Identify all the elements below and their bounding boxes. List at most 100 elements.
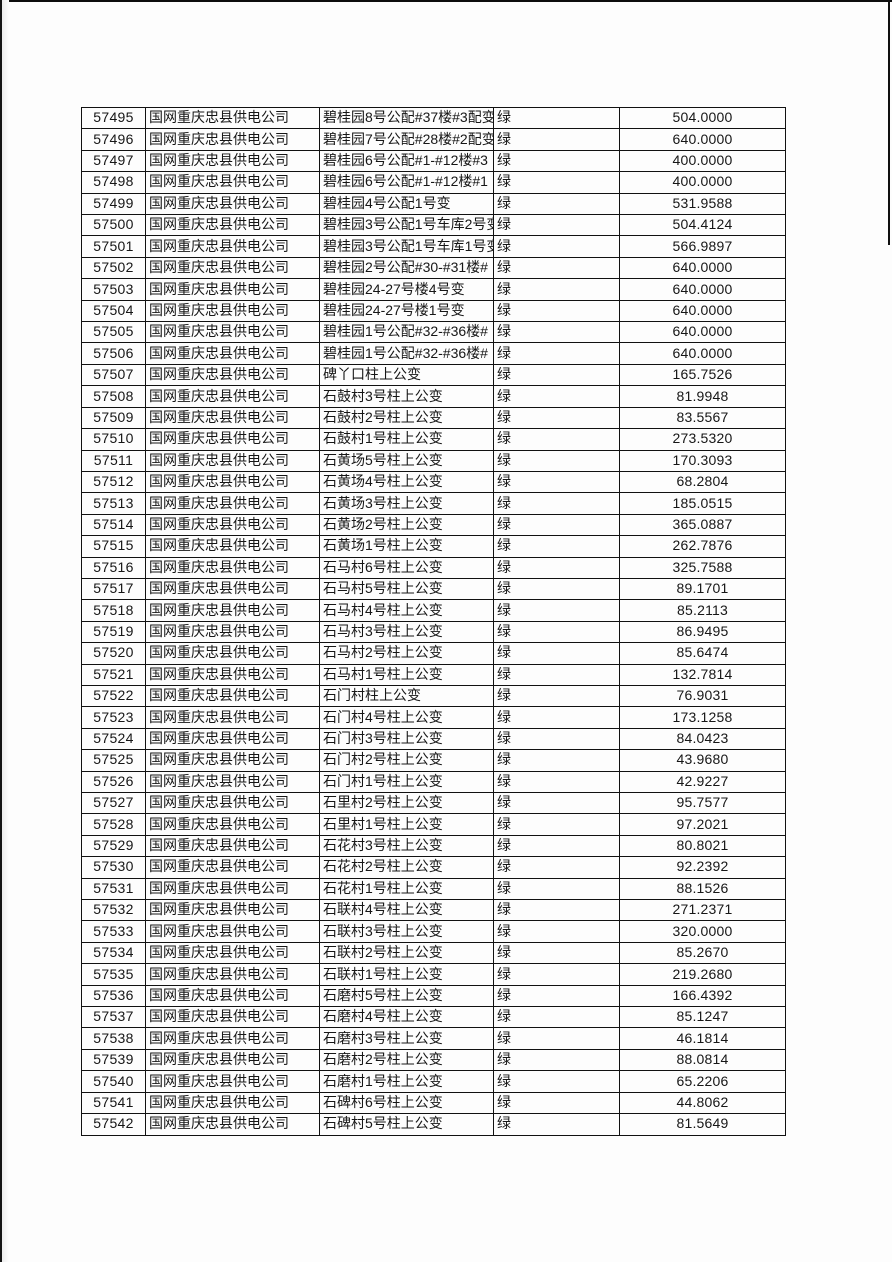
cell-company-name: 国网重庆忠县供电公司 (145, 663, 320, 686)
cell-capacity-value: 640.0000 (619, 256, 786, 280)
table-row: 57512 国网重庆忠县供电公司 石黄场4号柱上公变 绿 68.2804 (81, 470, 786, 494)
cell-equipment-name: 石门村2号柱上公变 (319, 749, 494, 772)
cell-company-name: 国网重庆忠县供电公司 (145, 770, 320, 794)
table-row: 57519 国网重庆忠县供电公司 石马村3号柱上公变 绿 86.9495 (81, 620, 786, 644)
cell-status: 绿 (493, 321, 620, 344)
cell-equipment-name: 石花村3号柱上公变 (319, 834, 494, 858)
cell-company-name: 国网重庆忠县供电公司 (145, 535, 320, 558)
cell-equipment-name: 碧桂园6号公配#1-#12楼#3 (319, 149, 494, 173)
cell-capacity-value: 95.7577 (619, 791, 786, 815)
cell-equipment-name: 石马村3号柱上公变 (319, 620, 494, 644)
cell-capacity-value: 81.5649 (619, 1113, 786, 1136)
cell-record-id: 57496 (81, 128, 146, 151)
cell-equipment-name: 碧桂园2号公配#30-#31楼# (319, 256, 494, 280)
cell-capacity-value: 325.7588 (619, 556, 786, 579)
cell-company-name: 国网重庆忠县供电公司 (145, 171, 320, 194)
cell-capacity-value: 504.4124 (619, 214, 786, 237)
table-row: 57514 国网重庆忠县供电公司 石黄场2号柱上公变 绿 365.0887 (81, 513, 786, 537)
table-row: 57517 国网重庆忠县供电公司 石马村5号柱上公变 绿 89.1701 (81, 577, 786, 601)
cell-record-id: 57498 (81, 171, 146, 194)
table-row: 57524 国网重庆忠县供电公司 石门村3号柱上公变 绿 84.0423 (81, 727, 786, 751)
cell-capacity-value: 65.2206 (619, 1070, 786, 1093)
cell-status: 绿 (493, 684, 620, 708)
cell-capacity-value: 76.9031 (619, 684, 786, 708)
table-row: 57533 国网重庆忠县供电公司 石联村3号柱上公变 绿 320.0000 (81, 920, 786, 943)
cell-equipment-name: 碧桂园3号公配1号车库2号变 (319, 214, 494, 237)
cell-company-name: 国网重庆忠县供电公司 (145, 278, 320, 301)
cell-record-id: 57507 (81, 363, 146, 387)
page-edge-left-shade (2, 0, 9, 1262)
table-row: 57513 国网重庆忠县供电公司 石黄场3号柱上公变 绿 185.0515 (81, 492, 786, 515)
cell-status: 绿 (493, 727, 620, 751)
page-edge-left-line (0, 0, 2, 1262)
cell-company-name: 国网重庆忠县供电公司 (145, 235, 320, 258)
cell-capacity-value: 531.9588 (619, 192, 786, 216)
table-row: 57534 国网重庆忠县供电公司 石联村2号柱上公变 绿 85.2670 (81, 941, 786, 965)
table-row: 57539 国网重庆忠县供电公司 石磨村2号柱上公变 绿 88.0814 (81, 1048, 786, 1072)
cell-capacity-value: 81.9948 (619, 385, 786, 408)
table-body: 57495 国网重庆忠县供电公司 碧桂园8号公配#37楼#3配变 绿 504.0… (81, 106, 786, 1136)
cell-status: 绿 (493, 1070, 620, 1093)
cell-capacity-value: 80.8021 (619, 834, 786, 858)
table-row: 57530 国网重庆忠县供电公司 石花村2号柱上公变 绿 92.2392 (81, 856, 786, 879)
cell-company-name: 国网重庆忠县供电公司 (145, 706, 320, 729)
table-row: 57506 国网重庆忠县供电公司 碧桂园1号公配#32-#36楼# 绿 640.… (81, 342, 786, 365)
cell-company-name: 国网重庆忠县供电公司 (145, 1113, 320, 1136)
cell-status: 绿 (493, 877, 620, 901)
cell-record-id: 57520 (81, 642, 146, 665)
cell-status: 绿 (493, 556, 620, 579)
cell-company-name: 国网重庆忠县供电公司 (145, 106, 320, 130)
cell-status: 绿 (493, 1006, 620, 1029)
cell-capacity-value: 85.2670 (619, 941, 786, 965)
cell-equipment-name: 石黄场4号柱上公变 (319, 470, 494, 494)
cell-company-name: 国网重庆忠县供电公司 (145, 856, 320, 879)
cell-capacity-value: 219.2680 (619, 963, 786, 986)
table-row: 57510 国网重庆忠县供电公司 石鼓村1号柱上公变 绿 273.5320 (81, 428, 786, 451)
cell-equipment-name: 石联村4号柱上公变 (319, 899, 494, 922)
cell-equipment-name: 石磨村4号柱上公变 (319, 1006, 494, 1029)
cell-equipment-name: 碧桂园8号公配#37楼#3配变 (319, 106, 494, 130)
cell-company-name: 国网重庆忠县供电公司 (145, 877, 320, 901)
cell-record-id: 57517 (81, 577, 146, 601)
cell-company-name: 国网重庆忠县供电公司 (145, 192, 320, 216)
cell-capacity-value: 273.5320 (619, 428, 786, 451)
cell-equipment-name: 碧桂园6号公配#1-#12楼#1 (319, 171, 494, 194)
table-row: 57532 国网重庆忠县供电公司 石联村4号柱上公变 绿 271.2371 (81, 899, 786, 922)
cell-record-id: 57528 (81, 813, 146, 836)
table-row: 57541 国网重庆忠县供电公司 石碑村6号柱上公变 绿 44.8062 (81, 1091, 786, 1115)
cell-record-id: 57499 (81, 192, 146, 216)
cell-status: 绿 (493, 1091, 620, 1115)
cell-company-name: 国网重庆忠县供电公司 (145, 449, 320, 472)
cell-company-name: 国网重庆忠县供电公司 (145, 513, 320, 537)
table-row: 57496 国网重庆忠县供电公司 碧桂园7号公配#28楼#2配变 绿 640.0… (81, 128, 786, 151)
table-row: 57525 国网重庆忠县供电公司 石门村2号柱上公变 绿 43.9680 (81, 749, 786, 772)
cell-status: 绿 (493, 663, 620, 686)
cell-status: 绿 (493, 856, 620, 879)
cell-capacity-value: 88.1526 (619, 877, 786, 901)
cell-company-name: 国网重庆忠县供电公司 (145, 470, 320, 494)
cell-status: 绿 (493, 106, 620, 130)
cell-capacity-value: 566.9897 (619, 235, 786, 258)
cell-record-id: 57532 (81, 899, 146, 922)
cell-status: 绿 (493, 235, 620, 258)
cell-company-name: 国网重庆忠县供电公司 (145, 984, 320, 1008)
cell-status: 绿 (493, 149, 620, 173)
cell-equipment-name: 石里村2号柱上公变 (319, 791, 494, 815)
cell-capacity-value: 640.0000 (619, 299, 786, 323)
table-row: 57522 国网重庆忠县供电公司 石门村柱上公变 绿 76.9031 (81, 684, 786, 708)
cell-status: 绿 (493, 920, 620, 943)
cell-equipment-name: 石磨村3号柱上公变 (319, 1027, 494, 1050)
table-row: 57501 国网重庆忠县供电公司 碧桂园3号公配1号车库1号变 绿 566.98… (81, 235, 786, 258)
cell-record-id: 57526 (81, 770, 146, 794)
cell-equipment-name: 碑丫口柱上公变 (319, 363, 494, 387)
cell-capacity-value: 166.4392 (619, 984, 786, 1008)
cell-record-id: 57530 (81, 856, 146, 879)
table-row: 57531 国网重庆忠县供电公司 石花村1号柱上公变 绿 88.1526 (81, 877, 786, 901)
cell-status: 绿 (493, 513, 620, 537)
cell-capacity-value: 132.7814 (619, 663, 786, 686)
cell-capacity-value: 46.1814 (619, 1027, 786, 1050)
cell-equipment-name: 碧桂园24-27号楼4号变 (319, 278, 494, 301)
cell-company-name: 国网重庆忠县供电公司 (145, 1048, 320, 1072)
cell-record-id: 57524 (81, 727, 146, 751)
cell-record-id: 57536 (81, 984, 146, 1008)
